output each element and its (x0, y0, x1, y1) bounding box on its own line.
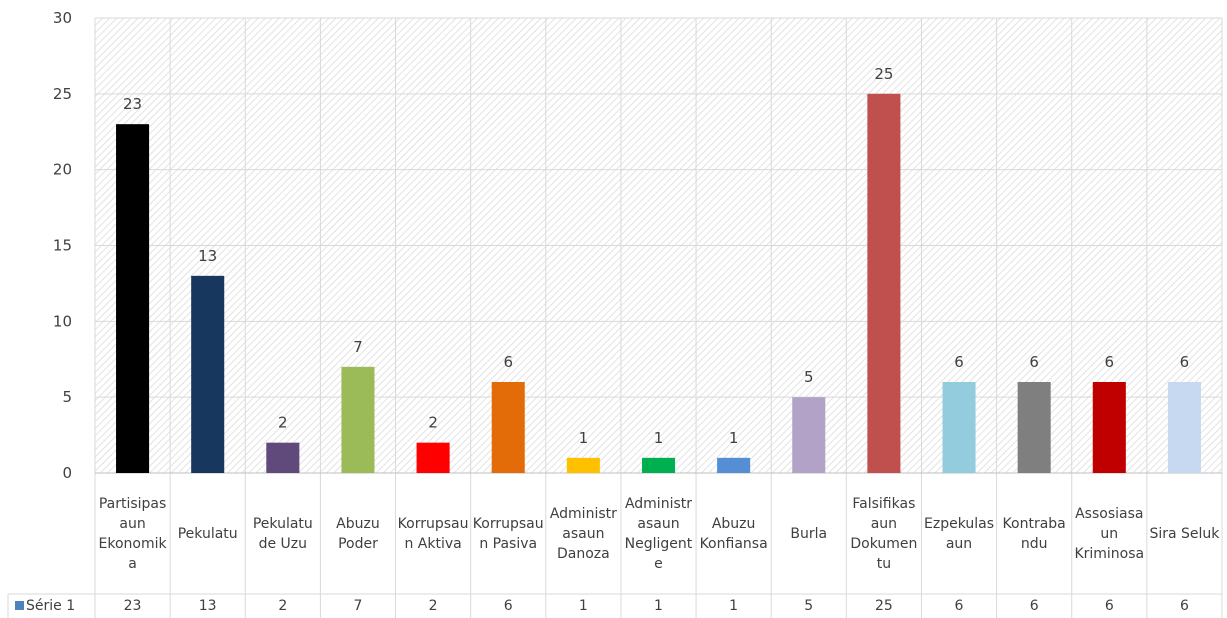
data-label: 6 (1029, 353, 1039, 371)
x-tick-label: Administrasaun Negligente (624, 495, 693, 572)
bar (191, 275, 225, 473)
table-value: 6 (1104, 598, 1114, 614)
bar (116, 124, 150, 474)
y-tick-label: 0 (62, 464, 72, 482)
x-tick-label: Partisipasaun Ekonomika (98, 495, 167, 572)
bar (792, 397, 826, 473)
data-label: 6 (503, 353, 513, 371)
table-value: 1 (729, 598, 739, 614)
y-tick-label: 25 (53, 85, 72, 103)
bar (717, 457, 751, 473)
bar (1167, 382, 1201, 473)
x-tick-label: Ezpekulasaun (924, 515, 995, 552)
data-label: 1 (579, 429, 589, 447)
data-label: 6 (1105, 353, 1115, 371)
y-tick-label: 30 (53, 9, 72, 27)
x-tick-label: Falsifikasaun Dokumentu (850, 495, 918, 572)
table-value: 2 (278, 598, 288, 614)
data-label: 25 (874, 65, 893, 83)
table-value: 5 (804, 598, 814, 614)
x-tick-label: Administrasaun Danoza (549, 505, 617, 562)
table-value: 6 (1029, 598, 1039, 614)
data-label: 1 (729, 429, 739, 447)
x-tick-label: Pekulatu (177, 525, 238, 542)
bar (1092, 382, 1126, 473)
x-tick-label: Korrupsaun Pasiva (472, 515, 544, 552)
data-label: 5 (804, 368, 814, 386)
x-tick-label: Korrupsaun Aktiva (397, 515, 469, 552)
bar (942, 382, 976, 473)
bar (416, 442, 450, 473)
table-value: 6 (1179, 598, 1189, 614)
table-value: 23 (123, 598, 142, 614)
data-label: 1 (654, 429, 664, 447)
data-label: 6 (954, 353, 964, 371)
bar (641, 457, 676, 473)
y-tick-label: 5 (62, 388, 72, 406)
legend-label: Série 1 (26, 598, 76, 614)
bar (266, 442, 300, 473)
table-value: 6 (954, 598, 964, 614)
legend-key (15, 601, 24, 610)
table-value: 7 (353, 598, 363, 614)
x-tick-label: Assosiasaun Kriminosa (1074, 505, 1145, 562)
table-value: 2 (428, 598, 438, 614)
x-tick-label: Pekulatu de Uzu (252, 515, 313, 552)
bar (1017, 382, 1051, 473)
data-label: 6 (1180, 353, 1190, 371)
table-value: 1 (578, 598, 588, 614)
table-value: 6 (503, 598, 513, 614)
data-label: 2 (428, 414, 438, 432)
x-tick-label: Burla (790, 525, 828, 542)
x-tick-label: Kontrabandu (1002, 515, 1066, 552)
data-label: 23 (123, 95, 142, 113)
data-label: 2 (278, 414, 288, 432)
y-tick-label: 20 (53, 161, 72, 179)
table-value: 13 (198, 598, 217, 614)
table-value: 1 (654, 598, 663, 614)
y-tick-label: 10 (53, 312, 72, 330)
table-value: 25 (874, 598, 893, 614)
bar (341, 366, 375, 473)
bar (491, 382, 525, 473)
bar (566, 457, 600, 473)
data-label: 7 (353, 338, 363, 356)
x-tick-label: Abuzu Konfiansa (699, 515, 768, 552)
bar (867, 93, 901, 473)
x-tick-label: Abuzu Poder (336, 515, 380, 552)
y-tick-label: 15 (53, 237, 72, 255)
data-label: 13 (198, 247, 217, 265)
x-tick-label: Sira Seluk (1149, 525, 1220, 542)
